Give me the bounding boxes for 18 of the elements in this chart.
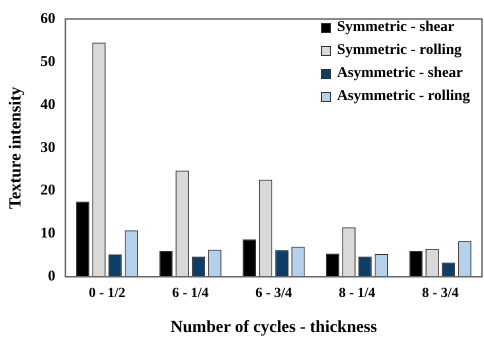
legend-label: Symmetric - rolling: [336, 41, 462, 60]
y-tick-label: 20: [40, 182, 56, 199]
y-tick-label: 10: [40, 226, 56, 242]
x-tick-label: 8 - 3/4: [422, 286, 459, 301]
x-tick-label: 6 - 1/4: [172, 286, 209, 301]
y-tick-label: 40: [40, 96, 56, 113]
x-tick-label: 0 - 1/2: [88, 286, 126, 301]
legend-label: Asymmetric - shear: [336, 64, 463, 83]
y-tick-label: 50: [40, 54, 56, 70]
legend-label: Symmetric - shear: [336, 18, 454, 37]
x-tick-label: 6 - 3/4: [255, 286, 292, 301]
y-tick-label: 0: [48, 268, 56, 285]
x-tick-label: 8 - 1/4: [338, 286, 376, 301]
x-axis-title: Number of cycles - thickness: [170, 317, 378, 336]
legend-label: Asymmetric - rolling: [336, 87, 470, 106]
y-tick-label: 30: [40, 140, 56, 156]
y-axis-title: Texture intensity: [6, 86, 25, 210]
y-tick-label: 60: [40, 10, 56, 27]
